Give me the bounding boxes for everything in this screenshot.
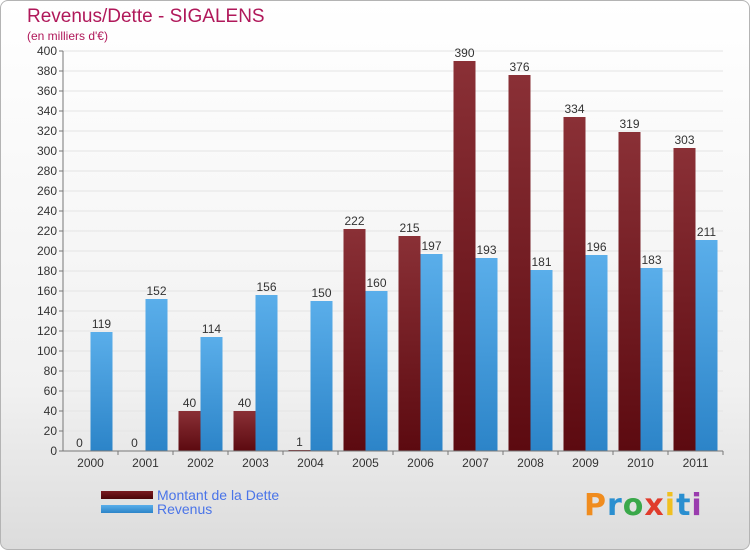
bar-revenus-2008 [530, 270, 553, 451]
value-label: 0 [131, 436, 138, 450]
value-label: 152 [146, 284, 166, 298]
legend-item-revenue: Revenus [101, 501, 213, 517]
value-label: 196 [586, 240, 606, 254]
y-tick-label: 160 [37, 284, 57, 298]
logo-letter: i [664, 488, 677, 523]
value-label: 114 [202, 322, 221, 336]
logo-letter: P [584, 488, 607, 523]
bar-dette-2007 [453, 61, 476, 451]
y-tick-label: 60 [44, 384, 58, 398]
logo-letter: t [676, 488, 692, 523]
value-label: 211 [697, 225, 716, 239]
y-tick-label: 0 [50, 444, 57, 458]
value-label: 181 [531, 255, 551, 269]
value-label: 150 [311, 286, 331, 300]
value-label: 376 [509, 60, 529, 74]
chart-title: Revenus/Dette - SIGALENS [27, 6, 265, 27]
legend-item-debt: Montant de la Dette [101, 487, 280, 503]
x-tick-label: 2005 [352, 456, 379, 470]
bar-dette-2005 [343, 229, 366, 451]
y-tick-label: 200 [37, 244, 57, 258]
x-tick-label: 2011 [683, 456, 709, 470]
bar-revenus-2009 [585, 255, 608, 451]
value-label: 222 [344, 214, 364, 228]
logo-letter: r [607, 488, 623, 523]
bar-dette-2008 [508, 75, 531, 451]
value-label: 215 [399, 221, 419, 235]
bar-revenus-2004 [310, 301, 333, 451]
value-label: 183 [641, 253, 661, 267]
bar-revenus-2005 [365, 291, 388, 451]
y-tick-label: 320 [37, 124, 57, 138]
logo-letter: o [622, 488, 645, 523]
logo-letter: x [644, 488, 665, 523]
value-label: 1 [296, 435, 303, 449]
value-label: 119 [92, 317, 111, 331]
y-tick-label: 260 [37, 184, 57, 198]
y-tick-label: 360 [37, 84, 57, 98]
value-label: 156 [256, 280, 276, 294]
bar-dette-2003 [233, 411, 256, 451]
y-tick-label: 280 [37, 164, 57, 178]
chart-subtitle: (en milliers d'€) [27, 29, 108, 43]
legend-swatch-debt [101, 491, 153, 499]
value-label: 390 [454, 46, 474, 60]
y-tick-label: 80 [44, 364, 58, 378]
legend-swatch-revenue [101, 505, 153, 513]
x-tick-label: 2006 [407, 456, 434, 470]
value-label: 40 [183, 396, 197, 410]
y-tick-label: 120 [37, 324, 57, 338]
y-tick-label: 300 [37, 144, 57, 158]
x-tick-label: 2001 [132, 456, 159, 470]
bar-dette-2006 [398, 236, 421, 451]
y-tick-label: 140 [37, 304, 57, 318]
bar-revenus-2000 [90, 332, 113, 451]
y-tick-label: 40 [44, 404, 58, 418]
value-label: 319 [619, 117, 639, 131]
bar-revenus-2006 [420, 254, 443, 451]
x-tick-label: 2000 [77, 456, 104, 470]
x-tick-label: 2008 [517, 456, 544, 470]
y-tick-label: 240 [37, 204, 57, 218]
value-label: 0 [76, 436, 83, 450]
x-tick-label: 2003 [242, 456, 269, 470]
y-tick-label: 180 [37, 264, 57, 278]
y-tick-label: 20 [44, 424, 58, 438]
y-tick-label: 400 [37, 44, 57, 58]
x-tick-label: 2004 [297, 456, 324, 470]
bar-dette-2002 [178, 411, 201, 451]
x-tick-label: 2002 [187, 456, 214, 470]
x-tick-label: 2010 [627, 456, 654, 470]
legend-label-debt: Montant de la Dette [157, 487, 280, 503]
bar-dette-2011 [673, 148, 696, 451]
bar-revenus-2011 [695, 240, 718, 451]
logo-letter: i [691, 488, 703, 523]
bar-revenus-2001 [145, 299, 168, 451]
bar-revenus-2002 [200, 337, 223, 451]
bar-revenus-2007 [475, 258, 498, 451]
bar-dette-2010 [618, 132, 641, 451]
bar-revenus-2010 [640, 268, 663, 451]
value-label: 334 [564, 102, 584, 116]
y-tick-label: 380 [37, 64, 57, 78]
value-label: 193 [476, 243, 496, 257]
bar-revenus-2003 [255, 295, 278, 451]
x-tick-label: 2007 [462, 456, 489, 470]
proxiti-logo: Proxiti [584, 488, 703, 523]
value-label: 160 [366, 276, 386, 290]
y-tick-label: 220 [37, 224, 57, 238]
legend-label-revenue: Revenus [157, 501, 213, 517]
y-tick-label: 340 [37, 104, 57, 118]
value-label: 40 [238, 396, 252, 410]
x-tick-label: 2009 [572, 456, 599, 470]
bar-dette-2009 [563, 117, 586, 451]
value-label: 303 [674, 133, 694, 147]
value-label: 197 [421, 239, 441, 253]
y-tick-label: 100 [37, 344, 57, 358]
